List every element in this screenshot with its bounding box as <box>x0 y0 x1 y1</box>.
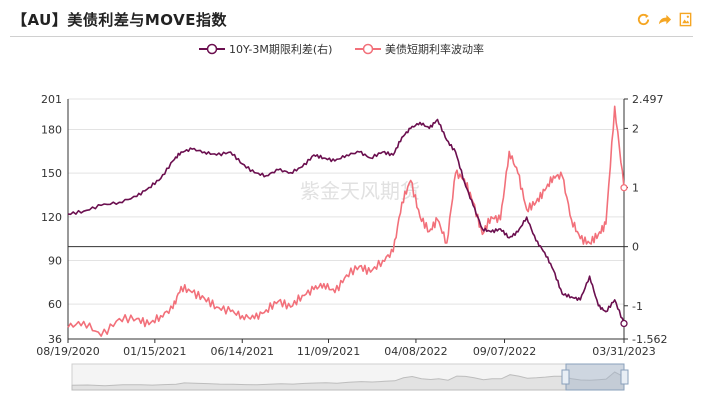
series-end-marker-1 <box>620 184 628 192</box>
range-navigator[interactable] <box>71 363 629 391</box>
x-tick-label: 01/15/2021 <box>123 345 186 358</box>
x-tick-label: 08/19/2020 <box>36 345 99 358</box>
chart-toolbar <box>636 12 693 27</box>
title-divider <box>10 36 693 37</box>
axes: 201 180 150 120 90 60 36 2.497 2 1 0 -1 -1.562 08/19/… <box>36 93 667 358</box>
x-tick-label: 06/14/2021 <box>211 345 274 358</box>
x-tick-label: 03/31/2023 <box>592 345 655 358</box>
series-line-1 <box>67 105 625 337</box>
left-tick-label: 150 <box>41 167 62 180</box>
right-tick-label: -1.562 <box>632 333 667 346</box>
legend-label-move: 美债短期利率波动率 <box>385 42 484 56</box>
right-tick-label: 2 <box>632 122 639 135</box>
right-tick-label: 0 <box>632 241 639 254</box>
x-tick-label: 04/08/2022 <box>384 345 447 358</box>
legend-label-spread: 10Y-3M期限利差(右) <box>229 42 332 56</box>
x-tick-label: 09/07/2022 <box>473 345 536 358</box>
save-image-icon[interactable] <box>678 12 693 27</box>
chart-header: 【AU】美债利差与MOVE指数 <box>0 0 703 38</box>
navigator-handle-right[interactable] <box>620 369 629 385</box>
navigator-selection <box>565 363 625 391</box>
navigator-preview <box>71 371 625 391</box>
left-tick-label: 120 <box>41 211 62 224</box>
share-icon[interactable] <box>657 12 672 27</box>
right-tick-label: 1 <box>632 182 639 195</box>
legend: 10Y-3M期限利差(右) 美债短期利率波动率 <box>199 42 484 56</box>
right-tick-label: -1 <box>632 300 643 313</box>
left-tick-label: 36 <box>48 333 62 346</box>
series-line-0 <box>67 118 625 324</box>
left-tick-label: 60 <box>48 298 62 311</box>
left-tick-label: 90 <box>48 254 62 267</box>
grid-lines <box>68 98 624 340</box>
series-end-marker-0 <box>620 319 628 328</box>
legend-item-spread[interactable]: 10Y-3M期限利差(右) <box>199 42 332 56</box>
watermark: 紫金天风期货 <box>300 179 420 203</box>
chart-title: 【AU】美债利差与MOVE指数 <box>12 11 227 29</box>
refresh-icon[interactable] <box>636 12 651 27</box>
x-tick-label: 11/09/2021 <box>297 345 360 358</box>
left-tick-label: 180 <box>41 124 62 137</box>
left-tick-label: 201 <box>41 93 62 106</box>
legend-item-move[interactable]: 美债短期利率波动率 <box>355 42 484 56</box>
navigator-handle-left[interactable] <box>561 369 570 385</box>
right-tick-label: 2.497 <box>632 93 664 106</box>
plot-area <box>67 105 628 337</box>
